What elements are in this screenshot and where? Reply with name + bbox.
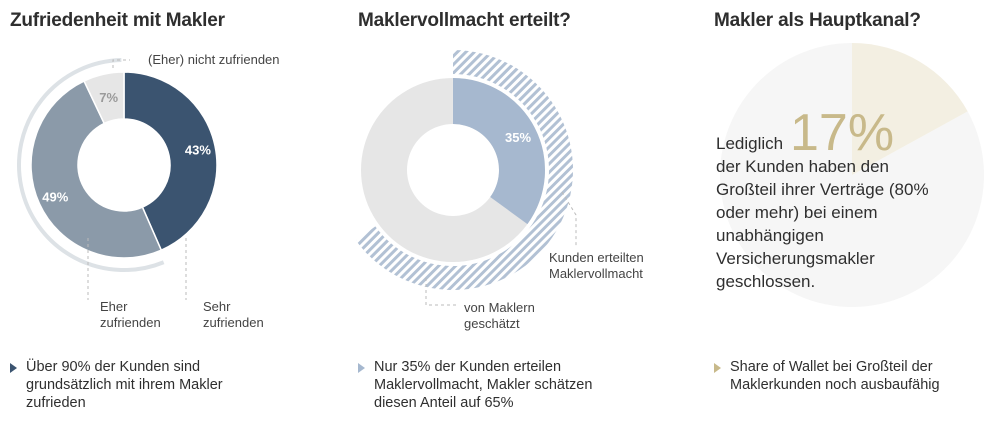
- panel3-bullet-text: Share of Wallet bei Großteil der Maklerk…: [730, 359, 940, 393]
- label-nicht-zufrieden: (Eher) nicht zufrienden: [148, 52, 280, 67]
- leader-line-makler: [425, 278, 458, 306]
- big-value-17-percent: 17%: [790, 104, 894, 162]
- main-channel-pie-chart: 17%: [720, 43, 984, 307]
- slice-rest: [720, 43, 984, 307]
- label-makler-geschaetzt: von Maklern geschätzt: [464, 300, 535, 331]
- panel1-bullet-text: Über 90% der Kunden sind grundsätzlich m…: [26, 359, 223, 411]
- leader-line-kunden: [561, 191, 577, 248]
- panel1-title: Zufriedenheit mit Makler: [10, 10, 225, 31]
- slice-nicht-zufrieden: [83, 71, 125, 125]
- triangle-right-icon: [358, 363, 365, 373]
- panel3-bullet: Share of Wallet bei Großteil der Maklerk…: [714, 358, 964, 394]
- slice-hauptkanal: [852, 43, 968, 175]
- slice-eher-zufrieden: [30, 80, 163, 259]
- satisfaction-donut-chart: 43% 49% 7%: [17, 58, 218, 300]
- slice-sehr-zufrieden: [123, 71, 218, 252]
- slice-kunden-vollmacht: [453, 78, 545, 225]
- data-label-slice-nicht-zufrieden: 7%: [99, 90, 118, 105]
- label-eher-zufrieden: Eher zufrienden: [100, 299, 161, 330]
- label-kunden-vollmacht: Kunden erteilten Maklervollmacht: [549, 250, 644, 281]
- triangle-right-icon: [10, 363, 17, 373]
- main-channel-text-body: Lediglich der Kunden haben den Großteil …: [716, 134, 929, 291]
- mandate-donut-chart: 35%: [355, 50, 577, 306]
- label-sehr-zufrieden: Sehr zufrienden: [203, 299, 264, 330]
- panel2-bullet: Nur 35% der Kunden erteilen Maklervollma…: [358, 358, 608, 412]
- panel2-bullet-text: Nur 35% der Kunden erteilen Maklervollma…: [374, 359, 593, 411]
- main-channel-text: Lediglich der Kunden haben den Großteil …: [716, 132, 946, 293]
- data-label-slice-eher-zufrieden: 49%: [42, 189, 68, 204]
- panel3-title: Makler als Hauptkanal?: [714, 10, 921, 31]
- leader-line-nicht: [112, 59, 130, 68]
- outer-ring-zufrieden: [17, 58, 165, 272]
- panel2-title: Maklervollmacht erteilt?: [358, 10, 571, 31]
- triangle-right-icon: [714, 363, 721, 373]
- data-label-slice-sehr-zufrieden: 43%: [185, 143, 211, 158]
- data-label-kunden-vollmacht: 35%: [505, 130, 531, 145]
- panel1-bullet: Über 90% der Kunden sind grundsätzlich m…: [10, 358, 260, 412]
